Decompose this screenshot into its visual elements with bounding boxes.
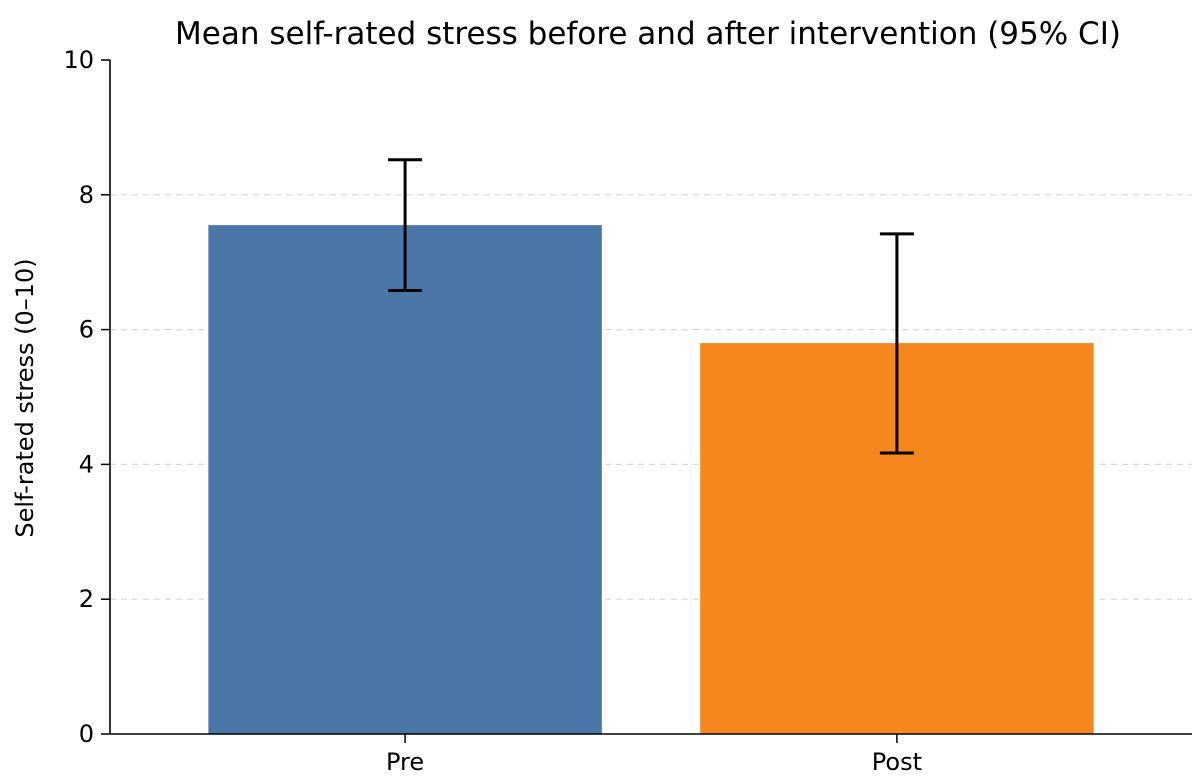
y-tick-label: 0 [79, 720, 94, 748]
y-tick-label: 4 [79, 450, 94, 478]
y-axis-label: Self-rated stress (0–10) [11, 258, 39, 537]
y-tick-label: 2 [79, 585, 94, 613]
y-tick-label: 6 [79, 316, 94, 344]
bar-pre [208, 225, 602, 734]
chart-title: Mean self-rated stress before and after … [175, 16, 1121, 52]
error-bars [388, 158, 914, 455]
bars [208, 225, 1094, 734]
y-tick-label: 10 [63, 46, 94, 74]
axes [101, 59, 1192, 743]
y-tick-label: 8 [79, 181, 94, 209]
tick-labels: 0 2 4 6 8 10 Pre Post [63, 46, 922, 776]
x-tick-label: Post [872, 748, 922, 776]
x-tick-label: Pre [386, 748, 424, 776]
